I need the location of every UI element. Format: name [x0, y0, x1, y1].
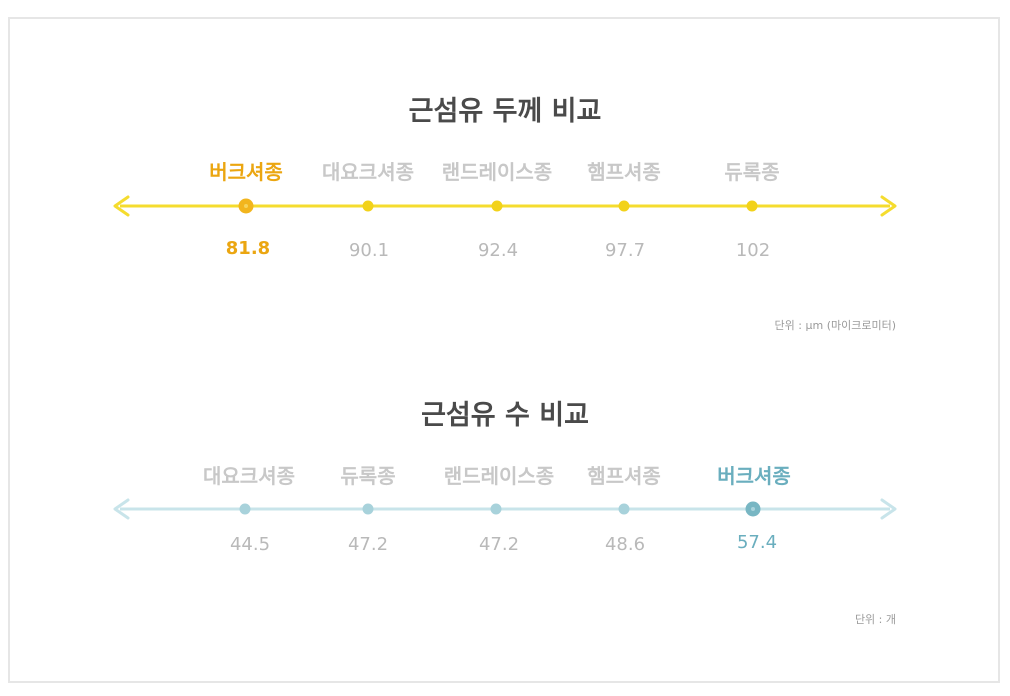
thickness-dot-3 [618, 200, 630, 212]
count-value-1: 47.2 [347, 534, 389, 555]
thickness-dot-4 [746, 200, 758, 212]
count-label-2: 랜드레이스종 [443, 464, 555, 488]
thickness-value-0: 81.8 [225, 238, 271, 259]
count-label-4: 버크셔종 [717, 464, 791, 488]
count-dot-1 [362, 503, 374, 515]
thickness-value-3: 97.7 [604, 240, 646, 261]
thickness-arrow-right-icon [880, 195, 897, 217]
thickness-unit: 단위 : µm (마이크로미터) [774, 319, 896, 332]
count-arrow-right-icon [880, 498, 897, 520]
count-arrow-left-icon [113, 498, 130, 520]
thickness-dot-1 [362, 200, 374, 212]
content-frame [8, 17, 1000, 683]
thickness-value-4: 102 [735, 240, 771, 261]
thickness-title: 근섬유 두께 비교 [408, 96, 602, 127]
count-value-2: 47.2 [478, 534, 520, 555]
count-dot-3 [618, 503, 630, 515]
thickness-label-3: 햄프셔종 [587, 160, 661, 184]
count-value-4: 57.4 [736, 532, 778, 553]
count-dot-2 [490, 503, 502, 515]
thickness-arrow-left-icon [113, 195, 130, 217]
count-title: 근섬유 수 비교 [421, 400, 589, 431]
count-unit: 단위 : 개 [854, 613, 896, 626]
thickness-label-4: 듀록종 [724, 160, 780, 184]
thickness-label-2: 랜드레이스종 [441, 160, 553, 184]
thickness-dot-0-center [244, 204, 248, 208]
count-value-0: 44.5 [229, 534, 271, 555]
thickness-label-1: 대요크셔종 [322, 160, 414, 184]
count-value-3: 48.6 [604, 534, 646, 555]
count-dot-0 [239, 503, 251, 515]
thickness-label-0: 버크셔종 [209, 160, 283, 184]
thickness-axis [113, 195, 897, 217]
count-label-1: 듀록종 [340, 464, 396, 488]
thickness-dot-2 [491, 200, 503, 212]
thickness-value-1: 90.1 [348, 240, 390, 261]
count-axis [113, 498, 897, 520]
count-dot-4-center [751, 507, 755, 511]
count-label-3: 햄프셔종 [587, 464, 661, 488]
thickness-value-2: 92.4 [477, 240, 519, 261]
count-label-0: 대요크셔종 [203, 464, 295, 488]
